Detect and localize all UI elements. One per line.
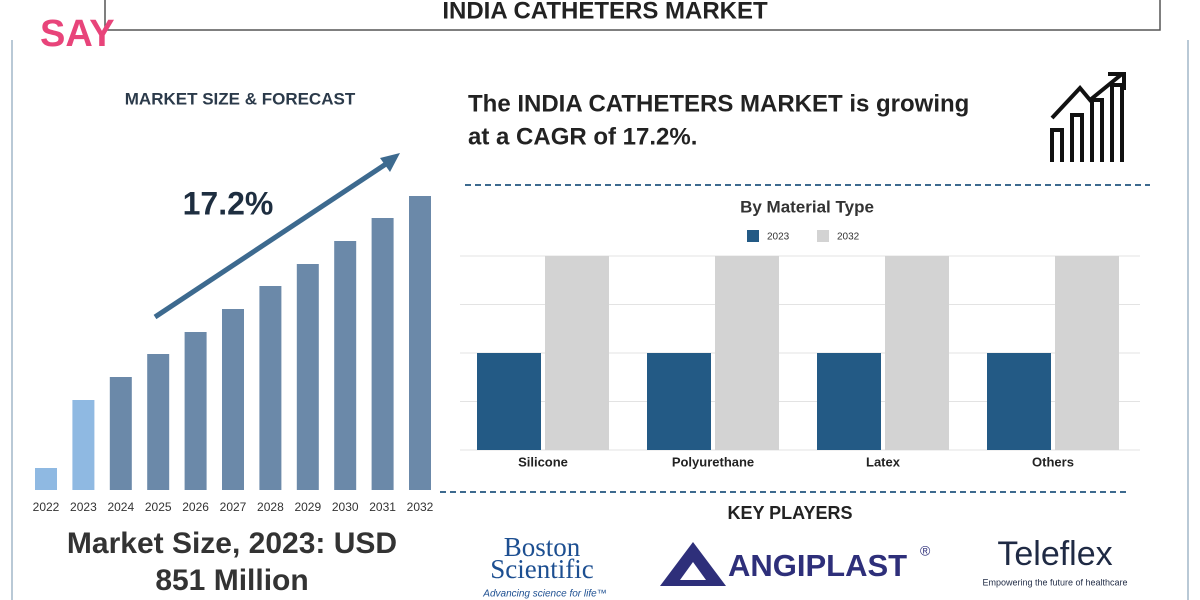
legend-swatch [817, 230, 829, 242]
bar [647, 353, 711, 450]
bar [296, 264, 319, 490]
bar [817, 353, 881, 450]
x-tick-label: Polyurethane [672, 454, 754, 469]
headline: at a CAGR of 17.2%. [468, 123, 697, 150]
bar [72, 400, 95, 490]
market-size: 851 Million [155, 564, 308, 597]
x-tick-label: Silicone [518, 454, 568, 469]
x-tick-label: Others [1032, 454, 1074, 469]
bar [545, 256, 609, 450]
chart-title: MARKET SIZE & FORECAST [125, 89, 356, 108]
x-tick-label: 2029 [294, 500, 321, 514]
legend-swatch [747, 230, 759, 242]
bar [147, 354, 170, 490]
x-tick-label: 2023 [70, 500, 97, 514]
bar [371, 218, 394, 490]
arrow-head [380, 153, 400, 172]
logo-text: ANGIPLAST [728, 548, 907, 583]
logo-tagline: Advancing science for life™ [482, 589, 606, 600]
market-size: Market Size, 2023: USD [67, 527, 397, 560]
bar [477, 353, 541, 450]
logo-tagline: Empowering the future of healthcare [982, 577, 1127, 587]
growth-icon [1050, 72, 1126, 162]
bar [259, 286, 282, 490]
bar [409, 196, 431, 490]
section-title: KEY PLAYERS [727, 503, 852, 523]
page-title: INDIA CATHETERS MARKET [442, 0, 768, 24]
annotation: 17.2% [183, 185, 274, 221]
x-tick-label: 2032 [407, 500, 434, 514]
bar [885, 256, 949, 450]
x-tick-label: 2026 [182, 500, 209, 514]
chart-title: By Material Type [740, 197, 874, 216]
x-tick-label: 2031 [369, 500, 396, 514]
x-tick-label: 2022 [33, 500, 60, 514]
headline: The INDIA CATHETERS MARKET is growing [468, 90, 969, 117]
bar [109, 377, 132, 490]
x-tick-label: 2024 [107, 500, 134, 514]
x-tick-label: 2027 [220, 500, 247, 514]
bar [987, 353, 1051, 450]
logo-mark: ® [920, 543, 931, 559]
logo: SAY [40, 13, 115, 55]
x-tick-label: 2028 [257, 500, 284, 514]
bar [184, 332, 207, 490]
x-tick-label: Latex [866, 454, 901, 469]
legend-label: 2023 [767, 232, 790, 243]
title-box [104, 0, 1161, 31]
bar [222, 309, 244, 490]
bar [715, 256, 779, 450]
bar [334, 241, 357, 490]
legend-label: 2032 [837, 232, 860, 243]
bar [35, 468, 57, 490]
logo-text: Scientific [490, 554, 593, 584]
x-tick-label: 2030 [332, 500, 359, 514]
logo-text: Teleflex [997, 535, 1112, 573]
growth-arrow [153, 157, 394, 320]
bar [1055, 256, 1119, 450]
x-tick-label: 2025 [145, 500, 172, 514]
logo-mark [680, 562, 706, 580]
logo-text: Boston [504, 532, 581, 562]
